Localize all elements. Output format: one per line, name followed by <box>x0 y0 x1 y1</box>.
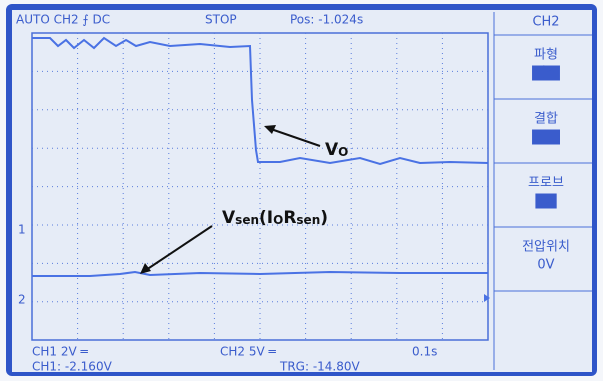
label-part: sen <box>235 213 259 227</box>
ch1-marker: 1 <box>18 223 26 237</box>
trigger-level: TRG: -14.80V <box>279 360 361 374</box>
header-state: STOP <box>205 13 237 27</box>
label-part: sen <box>296 213 320 227</box>
timebase: 0.1s <box>412 345 437 359</box>
menu-value: 1X <box>537 194 554 209</box>
menu-label: 파형 <box>534 48 558 63</box>
label-part: V <box>222 208 236 228</box>
header-position: Pos: -1.024s <box>290 13 363 27</box>
ch2-marker: 2 <box>18 293 26 307</box>
label-part: O <box>338 145 348 159</box>
label-part: O <box>273 213 283 227</box>
label-part: ) <box>320 208 328 228</box>
screen <box>12 10 592 372</box>
menu-label: 전압위치 <box>522 240 570 255</box>
menu-label: 결합 <box>534 112 558 127</box>
menu-value: 직류 <box>534 130 558 145</box>
label-part: V <box>325 140 339 160</box>
label-part: R <box>283 208 296 228</box>
header-mode: AUTO CH2 ⨍ DC <box>16 13 110 27</box>
menu-value: 켜짐 <box>534 66 558 81</box>
ch1-reading: CH1: -2.160V <box>32 360 113 374</box>
menu-value: 0V <box>537 258 554 273</box>
menu-label: 프로브 <box>528 176 564 191</box>
ch1-scale: CH1 2V ═ <box>32 345 89 359</box>
ch2-scale: CH2 5V ═ <box>220 345 277 359</box>
scope-photo: AUTO CH2 ⨍ DC STOP Pos: -1.024s 1 2 VO V… <box>0 0 603 381</box>
menu-title: CH2 <box>532 15 559 30</box>
label-part: (I <box>259 208 273 228</box>
